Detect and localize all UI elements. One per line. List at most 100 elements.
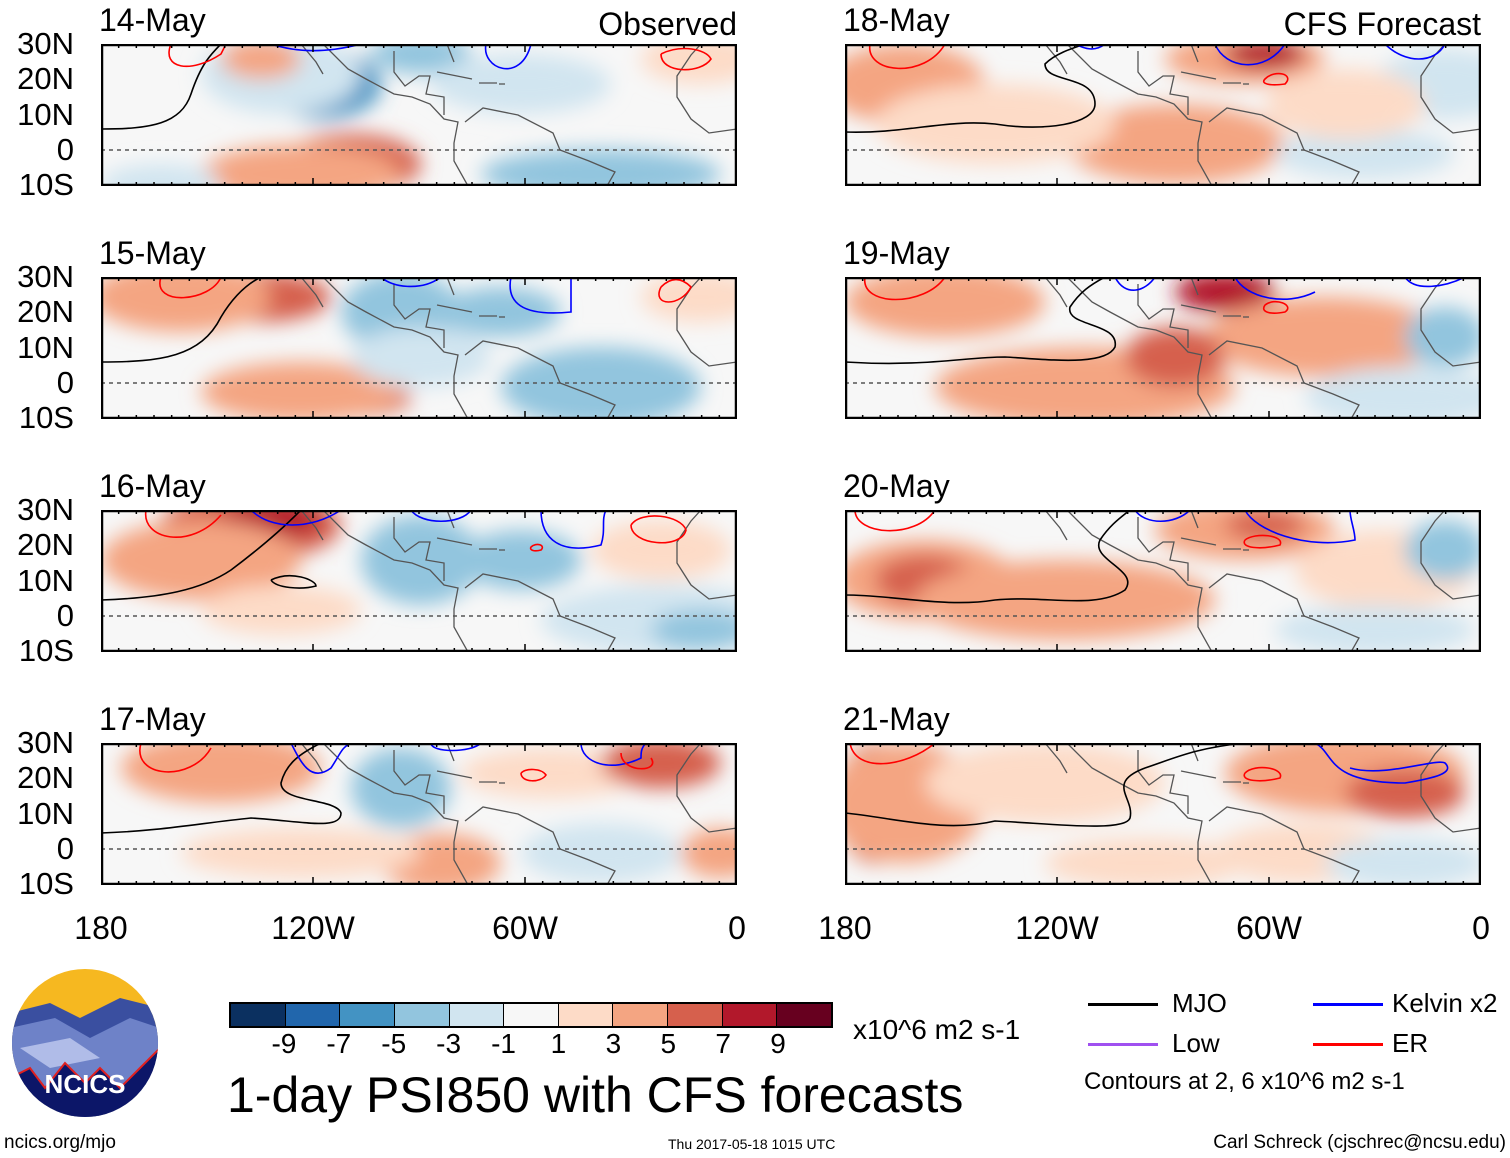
er-contour <box>159 276 222 299</box>
legend-kelvin: Kelvin x2 <box>1392 988 1498 1018</box>
anomaly-region <box>601 738 721 788</box>
anomaly-region <box>1325 838 1485 888</box>
anomaly-region <box>361 515 481 605</box>
map-panel <box>100 490 781 655</box>
er-contour <box>660 47 712 71</box>
mjo-contour <box>270 575 317 589</box>
lat-label: 10S <box>18 167 74 203</box>
anomaly-region <box>1275 605 1475 655</box>
map-panel <box>825 34 1510 187</box>
anomaly-region <box>845 267 1045 337</box>
colorbar <box>229 1002 833 1028</box>
anomaly-region <box>441 287 561 337</box>
coastline <box>322 43 469 187</box>
coastline <box>464 806 616 886</box>
colorbar-swatch <box>668 1004 723 1026</box>
lon-label: 180 <box>818 910 872 946</box>
coastline <box>446 742 455 762</box>
coastline <box>676 742 738 833</box>
coastline <box>1180 71 1217 80</box>
legend-er: ER <box>1392 1028 1429 1058</box>
coastline <box>322 509 469 653</box>
kelvin-contour <box>1404 276 1466 288</box>
kelvin-contour <box>1114 276 1156 291</box>
lat-label: 20N <box>17 294 74 330</box>
map-svg <box>100 733 761 893</box>
chart-title: 1-day PSI850 with CFS forecasts <box>227 1067 964 1123</box>
lat-label: 20N <box>17 760 74 796</box>
er-contour <box>520 768 547 782</box>
coastline <box>1420 742 1482 833</box>
map-svg <box>825 34 1510 187</box>
anomaly-region <box>521 823 681 883</box>
mjo-contour <box>844 509 1131 604</box>
coastline <box>1420 276 1482 367</box>
lat-label: 0 <box>56 364 74 400</box>
colorbar-swatch <box>504 1004 559 1026</box>
coastline <box>446 276 455 296</box>
coastline <box>300 742 324 774</box>
contour-note: Contours at 2, 6 x10^6 m2 s-1 <box>1084 1068 1405 1095</box>
kelvin-contour <box>484 43 532 70</box>
coastline <box>393 517 445 581</box>
anomaly-region <box>501 347 701 427</box>
map-panel <box>91 262 761 427</box>
anomaly-region <box>1265 69 1425 139</box>
lat-label: 20N <box>17 61 74 97</box>
kelvin-contour <box>580 742 647 766</box>
colorbar-swatch <box>558 1004 614 1026</box>
lat-label: 10N <box>17 795 74 831</box>
footer-url[interactable]: ncics.org/mjo <box>4 1132 116 1153</box>
coastline <box>464 107 616 187</box>
er-contour <box>1243 766 1282 782</box>
er-contour <box>145 509 222 538</box>
colorbar-swatch <box>231 1004 286 1026</box>
panel-date: 15-May <box>99 235 206 271</box>
kelvin-contour <box>1234 276 1316 300</box>
panel-title-forecast: CFS Forecast <box>1283 6 1481 42</box>
colorbar-tick: 3 <box>605 1028 622 1059</box>
lat-label: 10N <box>17 96 74 132</box>
coastline <box>446 509 455 529</box>
lon-label: 120W <box>1015 910 1099 946</box>
coastline <box>1208 107 1360 187</box>
coastline <box>1066 43 1213 187</box>
anomaly-region <box>461 530 581 590</box>
map-svg <box>825 733 1485 888</box>
coastline <box>1180 537 1217 546</box>
colorbar-tick: 5 <box>660 1028 677 1059</box>
footer-timestamp: Thu 2017-05-18 1015 UTC <box>668 1136 836 1152</box>
anomaly-region <box>591 520 731 580</box>
coastline <box>1208 806 1360 886</box>
lon-label: 120W <box>271 910 355 946</box>
map-panel <box>835 500 1485 655</box>
er-contour <box>864 276 946 301</box>
coastline <box>1208 340 1360 420</box>
footer-author: Carl Schreck (cjschrec@ncsu.edu) <box>1213 1132 1506 1153</box>
colorbar-swatch <box>449 1004 505 1026</box>
panel-title-observed: Observed <box>598 6 737 42</box>
mjo-contour <box>100 43 222 130</box>
coastline <box>436 304 473 313</box>
er-contour <box>168 43 227 68</box>
anomaly-region <box>121 733 321 803</box>
colorbar-swatch <box>613 1004 669 1026</box>
coastline <box>1180 770 1217 779</box>
map-panel <box>100 733 761 893</box>
anomaly-region <box>201 362 401 422</box>
kelvin-contour <box>1384 43 1446 60</box>
legend-mjo: MJO <box>1172 988 1227 1018</box>
er-contour <box>630 515 687 544</box>
coastline <box>322 742 469 886</box>
coastline <box>1044 276 1068 308</box>
coastline <box>300 276 324 308</box>
kelvin-contour <box>1244 509 1356 544</box>
anomaly-region <box>351 327 491 387</box>
mjo-contour <box>844 276 1116 365</box>
coastline <box>1190 43 1199 63</box>
colorbar-swatch <box>285 1004 341 1026</box>
coastline <box>1066 509 1213 653</box>
lat-label: 30N <box>17 492 74 527</box>
er-contour <box>620 752 654 770</box>
anomaly-region <box>925 743 1165 823</box>
